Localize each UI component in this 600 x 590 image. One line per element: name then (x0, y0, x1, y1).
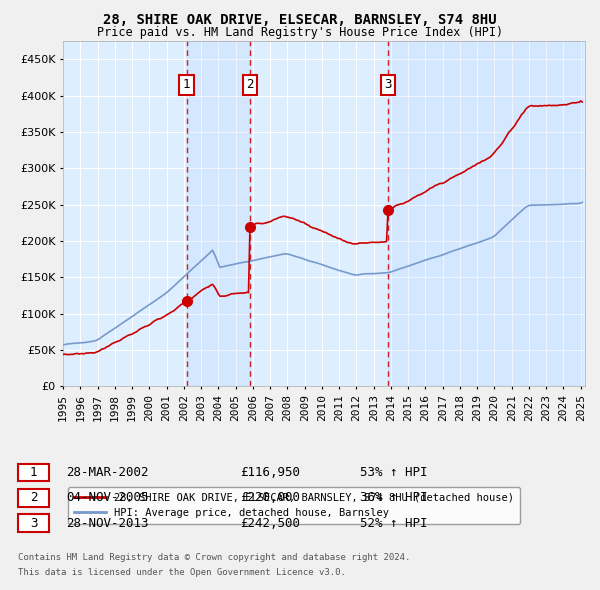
Bar (388, 41, 582, 386)
Text: 1: 1 (30, 466, 37, 479)
Legend: 28, SHIRE OAK DRIVE, ELSECAR, BARNSLEY, S74 8HU (detached house), HPI: Average p: 28, SHIRE OAK DRIVE, ELSECAR, BARNSLEY, … (68, 487, 520, 525)
Text: 1: 1 (183, 78, 190, 91)
Text: £116,950: £116,950 (240, 466, 300, 479)
Text: 28, SHIRE OAK DRIVE, ELSECAR, BARNSLEY, S74 8HU: 28, SHIRE OAK DRIVE, ELSECAR, BARNSLEY, … (103, 13, 497, 27)
Text: £242,500: £242,500 (240, 517, 300, 530)
Text: 53% ↑ HPI: 53% ↑ HPI (360, 466, 427, 479)
Text: 2: 2 (30, 491, 37, 504)
Text: 28-MAR-2002: 28-MAR-2002 (66, 466, 149, 479)
Text: Contains HM Land Registry data © Crown copyright and database right 2024.: Contains HM Land Registry data © Crown c… (18, 553, 410, 562)
Text: 28-NOV-2013: 28-NOV-2013 (66, 517, 149, 530)
Text: This data is licensed under the Open Government Licence v3.0.: This data is licensed under the Open Gov… (18, 568, 346, 577)
Text: Price paid vs. HM Land Registry's House Price Index (HPI): Price paid vs. HM Land Registry's House … (97, 26, 503, 39)
Text: 2: 2 (246, 78, 254, 91)
Text: £220,000: £220,000 (240, 491, 300, 504)
Text: 04-NOV-2005: 04-NOV-2005 (66, 491, 149, 504)
Text: 36% ↑ HPI: 36% ↑ HPI (360, 491, 427, 504)
Text: 52% ↑ HPI: 52% ↑ HPI (360, 517, 427, 530)
Text: 3: 3 (30, 517, 37, 530)
Text: 3: 3 (384, 78, 392, 91)
Bar (187, 41, 250, 386)
